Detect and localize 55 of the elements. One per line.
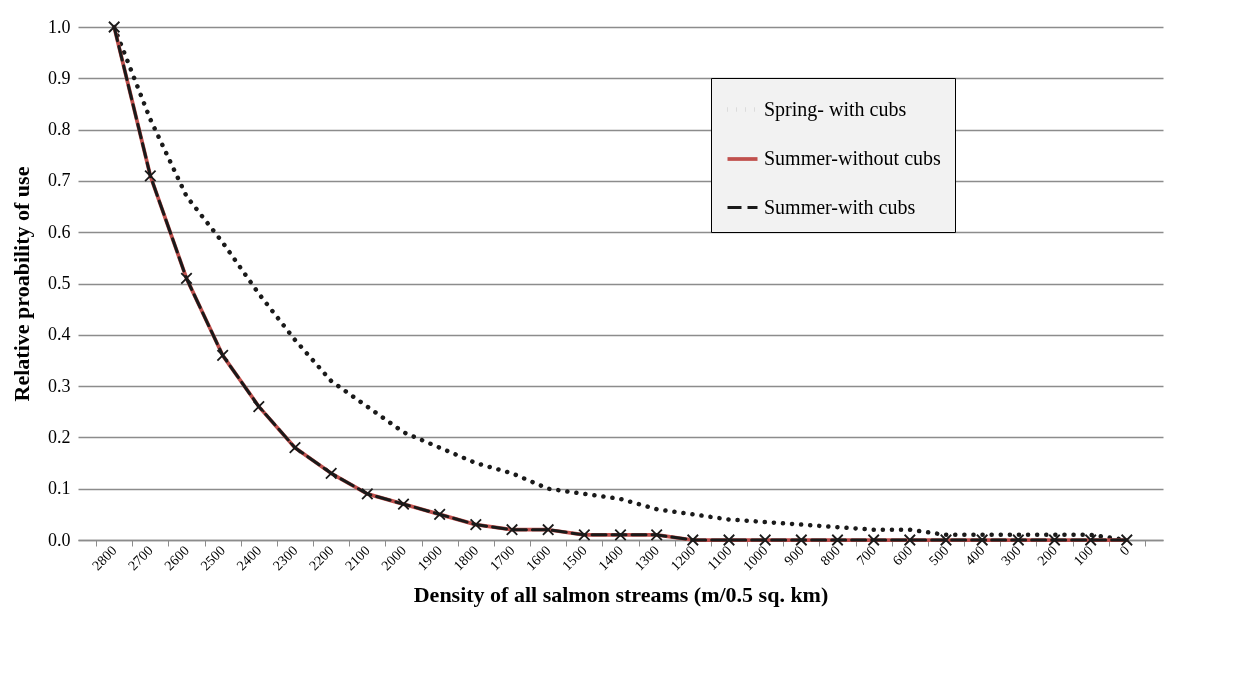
x-tick-label: 200 (1034, 542, 1060, 569)
x-tick-label: 600 (889, 542, 916, 569)
point (397, 497, 410, 511)
point (831, 533, 844, 547)
point (108, 20, 121, 34)
y-tick-label: 0.5 (48, 273, 71, 293)
point (252, 400, 265, 413)
point (216, 349, 229, 362)
point (288, 441, 302, 454)
y-tick-label: 0.3 (48, 375, 71, 396)
point (1048, 533, 1061, 547)
legend-label: Summer-without cubs (764, 147, 942, 169)
point (867, 533, 880, 547)
point (505, 523, 519, 536)
x-tick-label: 500 (925, 542, 952, 569)
point (325, 467, 338, 480)
x-tick-label: 0 (1116, 542, 1133, 559)
point (722, 533, 736, 547)
point (469, 518, 482, 531)
y-tick-label: 1.0 (48, 16, 71, 37)
point (1120, 533, 1133, 547)
point (614, 528, 627, 542)
y-axis-title: Relative proability of use (9, 166, 34, 402)
legend-label: Summer-with cubs (764, 195, 916, 218)
point (433, 508, 446, 521)
x-tick-label: 800 (817, 542, 843, 569)
x-tick-label: 900 (781, 542, 807, 569)
y-tick-label: 0.7 (48, 170, 71, 191)
point (180, 272, 193, 285)
x-tick-label: 400 (962, 542, 988, 569)
point (1012, 533, 1025, 547)
point (542, 523, 555, 536)
point (361, 487, 374, 500)
y-tick-label: 0.9 (48, 67, 71, 88)
y-tick-label: 0.4 (48, 324, 71, 345)
x-axis-title: Density of all salmon streams (m/0.5 sq. km) (413, 582, 829, 608)
point (686, 533, 699, 547)
point (650, 528, 663, 542)
y-tick-label: 0.1 (48, 478, 71, 499)
x-tick-label: 100 (1070, 542, 1097, 569)
point (903, 533, 916, 547)
legend-label: Spring- with cubs (764, 97, 907, 121)
x-tick-label: 300 (998, 542, 1024, 569)
point (578, 528, 591, 542)
point (795, 533, 808, 547)
y-tick-label: 0.6 (48, 221, 71, 242)
point (976, 533, 989, 547)
point (1084, 533, 1097, 547)
y-tick-label: 0.2 (48, 426, 71, 447)
y-tick-label: 0.8 (48, 119, 71, 140)
y-tick-label: 0.0 (48, 529, 71, 550)
point (759, 533, 772, 547)
point (144, 169, 157, 182)
x-tick-label: 700 (853, 542, 880, 569)
point (939, 533, 953, 547)
